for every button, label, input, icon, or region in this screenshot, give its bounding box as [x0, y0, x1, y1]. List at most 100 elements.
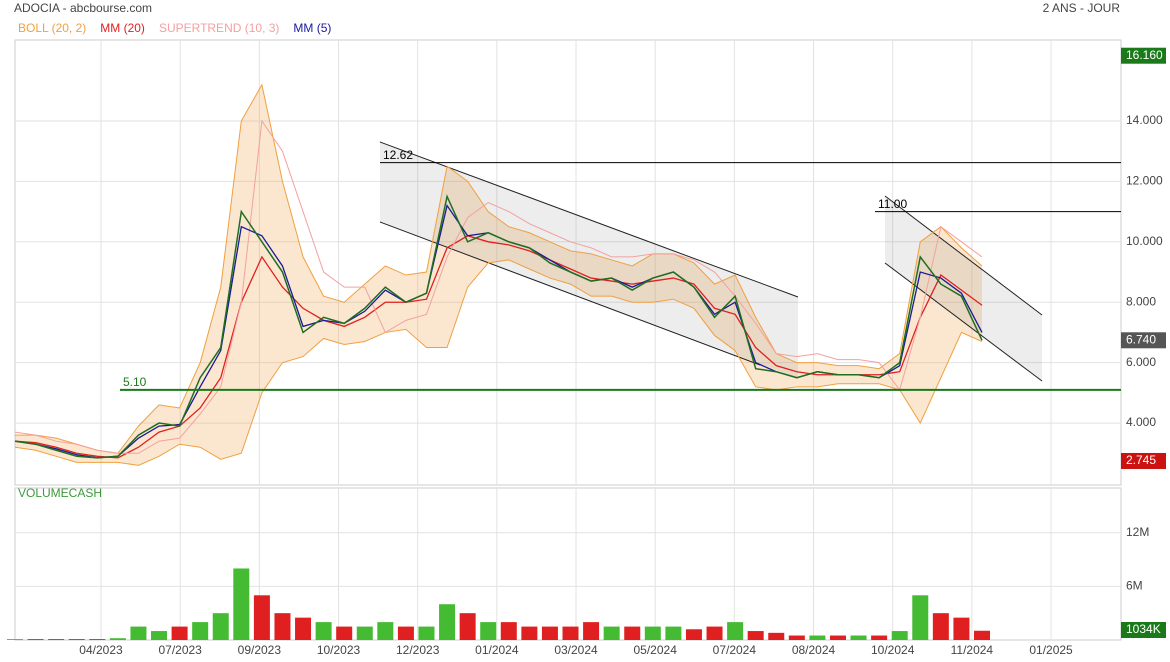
x-tick-label: 09/2023: [238, 643, 282, 657]
x-tick-label: 08/2024: [792, 643, 836, 657]
volume-bar: [48, 639, 65, 640]
price-tag-label: 16.160: [1126, 48, 1163, 62]
volume-bar: [624, 626, 641, 640]
volume-title: VOLUMECASH: [18, 486, 102, 500]
indicator-line: [14, 119, 983, 454]
indicator-line: [14, 235, 983, 459]
volume-bar: [89, 639, 106, 640]
channel-area: [885, 196, 1042, 381]
channel-line: [884, 195, 1043, 316]
x-tick-label: 07/2024: [713, 643, 757, 657]
volume-bar: [212, 613, 229, 640]
y-tick-label: 10.000: [1126, 234, 1163, 248]
volume-bar: [541, 626, 558, 640]
volume-bar: [356, 626, 373, 640]
volume-bar: [233, 568, 250, 640]
y-tick-label: 4.000: [1126, 415, 1156, 429]
boll-band: [15, 84, 982, 466]
volume-bar: [7, 639, 23, 640]
legend-entry: MM (20): [100, 21, 145, 35]
volume-panel: [14, 487, 1122, 641]
x-tick-label: 04/2023: [79, 643, 123, 657]
level-label: 12.62: [383, 148, 413, 162]
price-tag-label: 2.745: [1126, 453, 1156, 467]
volume-bar: [418, 626, 435, 640]
volume-bar: [747, 631, 764, 640]
channel-line: [379, 221, 761, 366]
volume-bar: [583, 622, 600, 640]
volume-bar: [891, 631, 908, 640]
volume-bar: [665, 626, 682, 640]
volume-bar: [439, 604, 456, 640]
volume-bar: [295, 617, 312, 640]
volume-bar: [932, 613, 949, 640]
volume-bar: [397, 626, 414, 640]
level-label: 11.00: [878, 197, 907, 211]
price-tag: [1121, 47, 1166, 64]
volume-bar: [912, 595, 929, 640]
price-tag: [1121, 332, 1166, 349]
x-tick-label: 03/2024: [554, 643, 598, 657]
x-tick-label: 11/2024: [951, 643, 994, 657]
volume-bar: [562, 626, 579, 640]
y-tick-label: 12.000: [1126, 174, 1163, 188]
volume-bar: [809, 635, 826, 640]
volume-bar: [253, 595, 270, 640]
volume-bar: [27, 639, 44, 640]
volume-bar: [850, 635, 867, 640]
volume-bar: [706, 626, 723, 640]
y-tick-label: 8.000: [1126, 294, 1156, 308]
volume-bar: [521, 626, 538, 640]
legend-entry: MM (5): [293, 21, 331, 35]
legend-entry: BOLL (20, 2): [18, 21, 86, 35]
level-label: 5.10: [123, 375, 147, 389]
volume-bar: [151, 631, 168, 640]
x-tick-label: 01/2025: [1029, 643, 1073, 657]
volume-bar: [480, 622, 497, 640]
price-tag-label: 6.740: [1126, 332, 1156, 346]
volume-bar: [644, 626, 661, 640]
price-tag: [1121, 622, 1166, 638]
volume-bar: [192, 622, 209, 640]
price-line: [14, 194, 983, 459]
volume-bar: [829, 635, 846, 640]
volume-bar: [974, 630, 990, 640]
boll-lower: [14, 259, 983, 466]
volume-bar: [953, 617, 970, 640]
y-tick-label: 6.000: [1126, 355, 1156, 369]
channel-line: [884, 262, 1043, 382]
x-tick-label: 10/2024: [871, 643, 915, 657]
y-tick-label: 12M: [1126, 525, 1149, 539]
boll-upper: [15, 83, 983, 454]
volume-bar: [788, 635, 805, 640]
volume-bar: [459, 613, 476, 640]
legend-entry: SUPERTREND (10, 3): [159, 21, 279, 35]
x-tick-label: 01/2024: [475, 643, 519, 657]
channel-area: [380, 142, 798, 378]
volume-bar: [315, 622, 332, 640]
chart-title: ADOCIA - abcbourse.com: [14, 1, 152, 15]
chart-subtitle: 2 ANS - JOUR: [1043, 1, 1121, 15]
volume-bar: [727, 622, 744, 640]
volume-bar: [603, 626, 620, 640]
x-tick-label: 05/2024: [633, 643, 677, 657]
volume-bar: [336, 626, 353, 640]
price-tag: [1121, 452, 1166, 469]
volume-bar: [377, 622, 394, 640]
volume-bar: [109, 638, 126, 640]
volume-bar: [768, 632, 785, 640]
y-tick-label: 14.000: [1126, 113, 1163, 127]
x-tick-label: 12/2023: [396, 643, 440, 657]
volume-bar: [274, 613, 291, 640]
x-tick-label: 10/2023: [317, 643, 361, 657]
volume-bar: [685, 629, 702, 640]
volume-bar: [871, 635, 888, 640]
price-tag-label: 1034K: [1126, 622, 1161, 636]
y-tick-label: 6M: [1126, 579, 1143, 593]
volume-bar: [500, 622, 517, 640]
volume-bar: [68, 639, 85, 640]
volume-bar: [171, 626, 188, 640]
price-panel: [14, 39, 1122, 486]
volume-bar: [130, 626, 147, 640]
